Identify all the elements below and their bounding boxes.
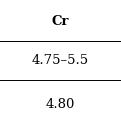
Text: Cr: Cr: [52, 15, 69, 28]
Text: 4.75–5.5: 4.75–5.5: [32, 54, 89, 67]
Text: 4.80: 4.80: [46, 98, 75, 111]
